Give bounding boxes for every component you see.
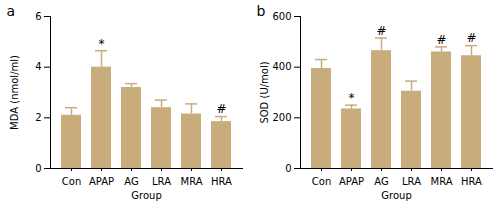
svg-text:6: 6: [35, 11, 41, 22]
svg-text:a: a: [7, 3, 16, 19]
svg-text:0: 0: [285, 163, 291, 174]
svg-text:0: 0: [35, 163, 41, 174]
svg-text:200: 200: [272, 112, 291, 123]
svg-text:400: 400: [272, 61, 291, 72]
svg-text:4: 4: [35, 61, 41, 72]
svg-text:MDA (nmol/ml): MDA (nmol/ml): [9, 55, 20, 130]
svg-text:Group: Group: [131, 190, 161, 201]
svg-text:#: #: [376, 24, 386, 38]
svg-text:AG: AG: [124, 176, 138, 187]
svg-text:#: #: [436, 33, 446, 47]
svg-text:b: b: [257, 3, 266, 19]
svg-text:APAP: APAP: [339, 176, 364, 187]
svg-text:Group: Group: [381, 190, 411, 201]
svg-text:*: *: [349, 91, 355, 105]
svg-text:HRA: HRA: [211, 176, 232, 187]
svg-text:#: #: [216, 102, 226, 116]
svg-text:LRA: LRA: [152, 176, 171, 187]
svg-text:LRA: LRA: [402, 176, 421, 187]
svg-text:Con: Con: [62, 176, 81, 187]
svg-text:AG: AG: [374, 176, 388, 187]
svg-text:APAP: APAP: [89, 176, 114, 187]
svg-text:HRA: HRA: [461, 176, 482, 187]
svg-text:#: #: [466, 31, 476, 45]
svg-text:600: 600: [272, 11, 291, 22]
svg-text:MRA: MRA: [430, 176, 452, 187]
svg-text:*: *: [99, 37, 105, 51]
svg-text:Con: Con: [312, 176, 331, 187]
svg-text:MRA: MRA: [180, 176, 202, 187]
svg-text:2: 2: [35, 112, 41, 123]
svg-text:SOD (U/mol): SOD (U/mol): [259, 61, 270, 123]
